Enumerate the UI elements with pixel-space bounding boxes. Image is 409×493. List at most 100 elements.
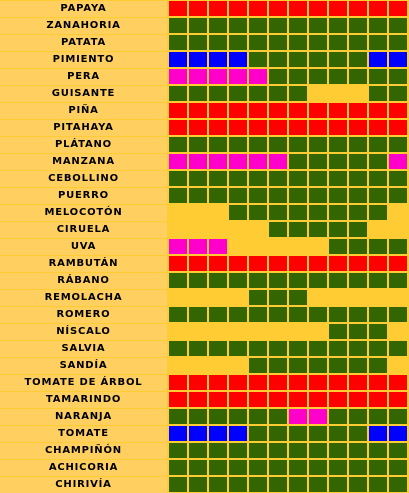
grid-cell[interactable]: [369, 188, 387, 203]
grid-cell[interactable]: [389, 375, 407, 390]
grid-cell[interactable]: [309, 460, 327, 475]
grid-cell[interactable]: [329, 18, 347, 33]
grid-cell[interactable]: [289, 154, 307, 169]
grid-cell[interactable]: [389, 69, 407, 84]
grid-cell[interactable]: [349, 35, 367, 50]
grid-cell[interactable]: [189, 443, 207, 458]
grid-cell[interactable]: [349, 426, 367, 441]
grid-cell[interactable]: [249, 290, 267, 305]
grid-cell[interactable]: [309, 86, 327, 101]
grid-cell[interactable]: [249, 273, 267, 288]
grid-cell[interactable]: [249, 358, 267, 373]
grid-cell[interactable]: [329, 273, 347, 288]
grid-cell[interactable]: [209, 86, 227, 101]
grid-cell[interactable]: [249, 375, 267, 390]
grid-cell[interactable]: [309, 154, 327, 169]
grid-cell[interactable]: [269, 324, 287, 339]
grid-cell[interactable]: [269, 392, 287, 407]
grid-cell[interactable]: [369, 120, 387, 135]
grid-cell[interactable]: [249, 324, 267, 339]
grid-cell[interactable]: [309, 205, 327, 220]
grid-cell[interactable]: [169, 273, 187, 288]
grid-cell[interactable]: [349, 52, 367, 67]
grid-cell[interactable]: [309, 222, 327, 237]
grid-cell[interactable]: [269, 171, 287, 186]
grid-cell[interactable]: [229, 256, 247, 271]
grid-cell[interactable]: [289, 443, 307, 458]
grid-cell[interactable]: [229, 120, 247, 135]
grid-cell[interactable]: [209, 52, 227, 67]
grid-cell[interactable]: [269, 273, 287, 288]
grid-cell[interactable]: [169, 307, 187, 322]
grid-cell[interactable]: [369, 375, 387, 390]
grid-cell[interactable]: [349, 205, 367, 220]
grid-cell[interactable]: [209, 375, 227, 390]
grid-cell[interactable]: [229, 1, 247, 16]
grid-cell[interactable]: [229, 392, 247, 407]
grid-cell[interactable]: [169, 375, 187, 390]
grid-cell[interactable]: [229, 477, 247, 492]
grid-cell[interactable]: [309, 375, 327, 390]
grid-cell[interactable]: [249, 426, 267, 441]
grid-cell[interactable]: [389, 188, 407, 203]
grid-cell[interactable]: [169, 443, 187, 458]
grid-cell[interactable]: [209, 392, 227, 407]
grid-cell[interactable]: [289, 256, 307, 271]
grid-cell[interactable]: [369, 341, 387, 356]
grid-cell[interactable]: [169, 69, 187, 84]
grid-cell[interactable]: [229, 171, 247, 186]
grid-cell[interactable]: [189, 205, 207, 220]
grid-cell[interactable]: [309, 426, 327, 441]
grid-cell[interactable]: [389, 222, 407, 237]
grid-cell[interactable]: [249, 188, 267, 203]
grid-cell[interactable]: [289, 120, 307, 135]
grid-cell[interactable]: [229, 188, 247, 203]
grid-cell[interactable]: [269, 375, 287, 390]
grid-cell[interactable]: [229, 69, 247, 84]
grid-cell[interactable]: [369, 137, 387, 152]
grid-cell[interactable]: [169, 86, 187, 101]
grid-cell[interactable]: [349, 273, 367, 288]
grid-cell[interactable]: [369, 52, 387, 67]
grid-cell[interactable]: [329, 426, 347, 441]
grid-cell[interactable]: [309, 307, 327, 322]
grid-cell[interactable]: [289, 188, 307, 203]
grid-cell[interactable]: [389, 239, 407, 254]
grid-cell[interactable]: [189, 324, 207, 339]
grid-cell[interactable]: [229, 103, 247, 118]
grid-cell[interactable]: [229, 443, 247, 458]
grid-cell[interactable]: [249, 222, 267, 237]
grid-cell[interactable]: [189, 52, 207, 67]
grid-cell[interactable]: [309, 69, 327, 84]
grid-cell[interactable]: [349, 409, 367, 424]
grid-cell[interactable]: [269, 409, 287, 424]
grid-cell[interactable]: [209, 205, 227, 220]
grid-cell[interactable]: [349, 256, 367, 271]
grid-cell[interactable]: [389, 18, 407, 33]
grid-cell[interactable]: [229, 154, 247, 169]
grid-cell[interactable]: [389, 171, 407, 186]
grid-cell[interactable]: [349, 18, 367, 33]
grid-cell[interactable]: [289, 103, 307, 118]
grid-cell[interactable]: [289, 392, 307, 407]
grid-cell[interactable]: [249, 137, 267, 152]
grid-cell[interactable]: [329, 52, 347, 67]
grid-cell[interactable]: [189, 273, 207, 288]
grid-cell[interactable]: [309, 358, 327, 373]
grid-cell[interactable]: [329, 1, 347, 16]
grid-cell[interactable]: [269, 256, 287, 271]
grid-cell[interactable]: [269, 18, 287, 33]
grid-cell[interactable]: [269, 426, 287, 441]
grid-cell[interactable]: [289, 1, 307, 16]
grid-cell[interactable]: [389, 477, 407, 492]
grid-cell[interactable]: [169, 18, 187, 33]
grid-cell[interactable]: [309, 392, 327, 407]
grid-cell[interactable]: [229, 18, 247, 33]
grid-cell[interactable]: [369, 443, 387, 458]
grid-cell[interactable]: [189, 426, 207, 441]
grid-cell[interactable]: [289, 426, 307, 441]
grid-cell[interactable]: [229, 205, 247, 220]
grid-cell[interactable]: [209, 290, 227, 305]
grid-cell[interactable]: [349, 137, 367, 152]
grid-cell[interactable]: [269, 341, 287, 356]
